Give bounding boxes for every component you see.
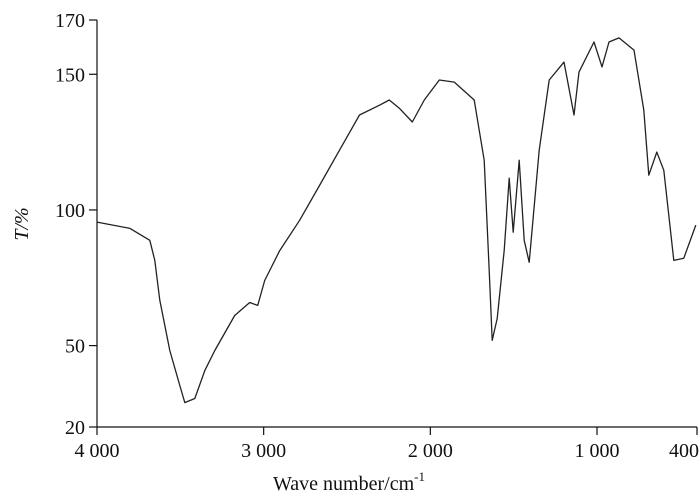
y-tick-label: 150: [55, 64, 85, 86]
x-axis-label: Wave number/cm-1: [273, 469, 425, 495]
y-tick-label: 20: [65, 417, 85, 439]
x-tick-label: 4 000: [75, 440, 120, 462]
y-tick-label: 100: [55, 200, 85, 222]
y-tick-label: 170: [55, 10, 85, 32]
x-tick-label: 2 000: [408, 440, 453, 462]
y-tick-label: 50: [65, 336, 85, 358]
x-tick-label: 1 000: [575, 440, 620, 462]
y-axis-label: T/%: [11, 207, 33, 240]
x-tick-label: 400: [669, 440, 699, 462]
spectrum-line: [96, 37, 697, 404]
x-tick-label: 3 000: [241, 440, 286, 462]
